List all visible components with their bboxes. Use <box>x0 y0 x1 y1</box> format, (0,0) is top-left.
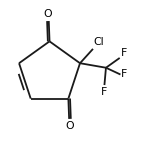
Text: F: F <box>121 48 127 58</box>
Text: F: F <box>121 69 128 79</box>
Text: F: F <box>101 87 107 97</box>
Text: O: O <box>66 121 74 131</box>
Text: O: O <box>44 9 52 19</box>
Text: Cl: Cl <box>93 37 104 47</box>
